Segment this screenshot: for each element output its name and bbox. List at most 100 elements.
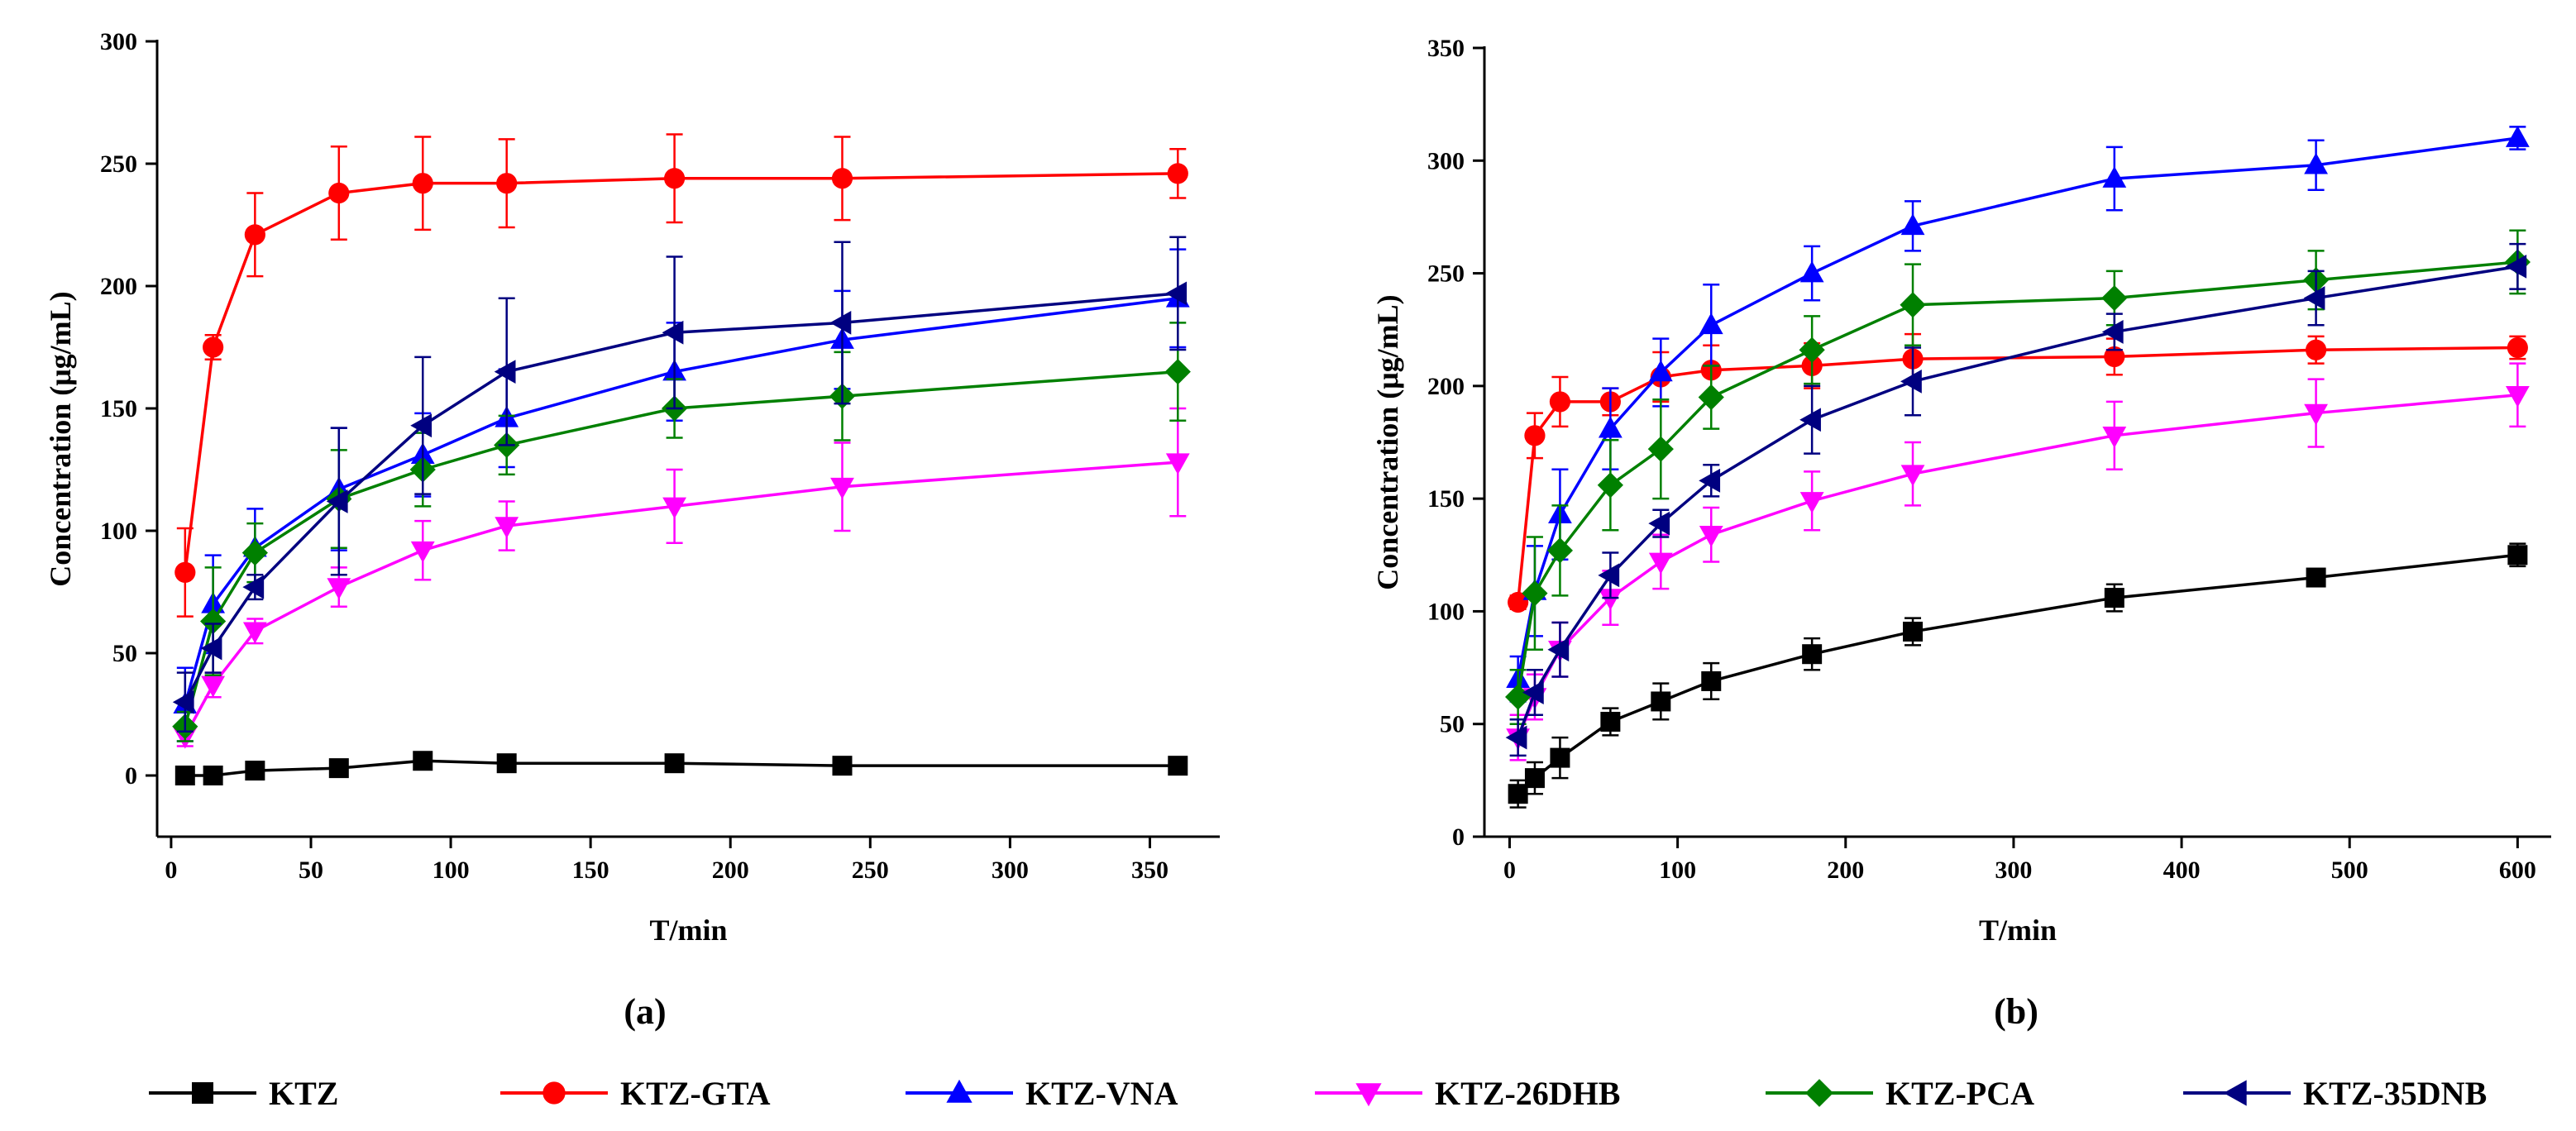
data-point <box>1508 784 1528 804</box>
data-point <box>830 477 854 499</box>
series-ktz-35dnb <box>172 236 1188 733</box>
x-axis-title-a: T/min <box>649 914 727 947</box>
legend-item-ktz-gta: KTZ-GTA <box>500 1075 771 1112</box>
data-point <box>241 540 268 566</box>
y-tick-label: 50 <box>1440 711 1465 738</box>
data-point <box>1600 711 1621 732</box>
data-point <box>2505 126 2530 147</box>
data-point <box>1699 525 1723 547</box>
legend-item-ktz-pca: KTZ-PCA <box>1766 1075 2034 1112</box>
panel-label-a: (a) <box>624 991 666 1032</box>
data-point <box>829 311 852 335</box>
x-tick-label: 0 <box>1503 857 1516 884</box>
data-point <box>1522 580 1548 607</box>
data-point <box>1699 313 1723 335</box>
x-tick-label: 350 <box>1131 857 1169 884</box>
data-point <box>662 320 684 345</box>
data-point <box>200 608 227 635</box>
data-point <box>1598 563 1620 588</box>
data-point <box>203 766 223 785</box>
data-point <box>2101 320 2124 344</box>
data-point <box>174 561 196 583</box>
data-point <box>410 413 433 438</box>
data-point <box>412 173 433 194</box>
data-point <box>1524 425 1546 446</box>
legend-marker <box>1805 1079 1833 1107</box>
y-tick-label: 150 <box>100 395 137 422</box>
data-point <box>1799 492 1824 513</box>
y-tick-label: 250 <box>100 150 137 178</box>
legend-label: KTZ-VNA <box>1025 1075 1178 1112</box>
data-point <box>1900 213 1925 236</box>
data-point <box>1508 591 1529 613</box>
legend-item-ktz: KTZ <box>149 1075 338 1112</box>
data-point <box>1547 637 1570 662</box>
data-point <box>1505 725 1527 750</box>
data-point <box>200 636 222 661</box>
data-point <box>1799 260 1824 283</box>
x-tick-label: 50 <box>299 857 323 884</box>
x-tick-label: 100 <box>433 857 470 884</box>
y-axis-title-b: Concentration (μg/mL) <box>1371 294 1404 589</box>
data-point <box>1799 408 1821 432</box>
data-point <box>1598 589 1623 611</box>
data-point <box>1651 691 1671 712</box>
data-point <box>244 224 265 246</box>
data-point <box>1648 360 1673 382</box>
data-point <box>245 761 265 781</box>
y-tick-label: 250 <box>1427 260 1465 288</box>
data-point <box>495 517 519 539</box>
panel-label-b: (b) <box>1994 991 2038 1032</box>
legend-label: KTZ <box>269 1075 338 1112</box>
data-point <box>1598 416 1623 438</box>
data-point <box>1546 537 1574 564</box>
x-tick-label: 250 <box>852 857 889 884</box>
data-point <box>496 753 517 774</box>
data-point <box>1647 436 1674 462</box>
data-point <box>1900 292 1926 318</box>
x-tick-label: 0 <box>165 857 177 884</box>
data-point <box>2304 403 2328 426</box>
data-point <box>1900 370 1922 394</box>
x-axis-title-b: T/min <box>1979 914 2057 947</box>
legend-item-ktz-26dhb: KTZ-26DHB <box>1315 1075 1620 1112</box>
data-point <box>1549 391 1571 413</box>
data-point <box>1900 465 1925 487</box>
data-point <box>203 336 224 358</box>
legend-marker <box>946 1079 973 1103</box>
data-point <box>1524 768 1545 789</box>
data-point <box>2102 166 2127 188</box>
y-tick-label: 0 <box>1452 823 1465 851</box>
data-point <box>413 751 433 771</box>
data-point <box>201 675 226 698</box>
data-point <box>496 173 518 194</box>
data-point <box>2104 346 2125 368</box>
x-tick-label: 300 <box>1995 857 2032 884</box>
x-tick-label: 200 <box>712 857 749 884</box>
y-tick-label: 100 <box>100 518 137 545</box>
legend-marker <box>2223 1080 2247 1106</box>
series-ktz-gta <box>174 133 1188 618</box>
data-point <box>832 756 853 776</box>
data-point <box>1165 453 1190 475</box>
data-point <box>2507 545 2528 566</box>
y-tick-label: 50 <box>112 640 137 667</box>
data-point <box>2507 336 2528 359</box>
data-point <box>662 497 686 519</box>
legend-label: KTZ-26DHB <box>1435 1075 1620 1112</box>
data-point <box>664 753 685 774</box>
legend-item-ktz-vna: KTZ-VNA <box>906 1075 1178 1112</box>
data-point <box>1701 670 1722 691</box>
data-point <box>2101 284 2128 312</box>
data-point <box>2305 339 2327 360</box>
x-tick-label: 600 <box>2499 857 2536 884</box>
series-ktz-35dnb <box>1505 242 2527 757</box>
data-point <box>174 766 195 785</box>
x-tick-label: 400 <box>2163 857 2201 884</box>
y-axis-title-a: Concentration (μg/mL) <box>44 291 77 586</box>
y-tick-label: 100 <box>1427 598 1465 625</box>
legend: KTZ KTZ-GTA KTZ-VNA KTZ-26DHB KTZ-PCA KTZ-35D… <box>149 1075 2487 1112</box>
legend-marker <box>192 1082 213 1104</box>
data-point <box>1699 468 1721 493</box>
